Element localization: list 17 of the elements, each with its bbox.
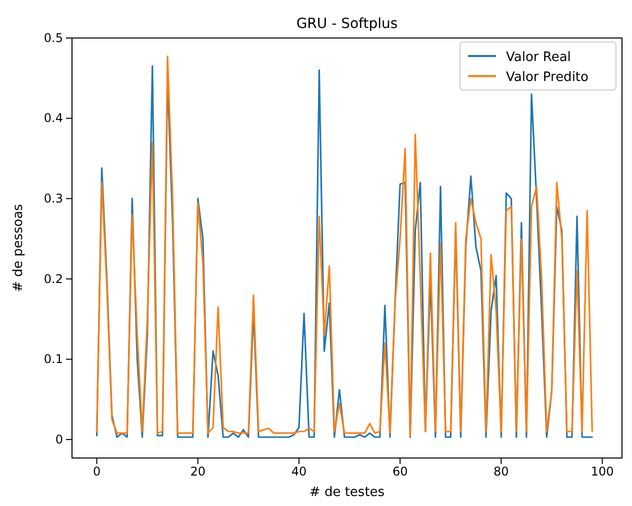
x-tick-label: 60 (392, 464, 408, 479)
y-tick-label: 0.5 (44, 30, 63, 45)
legend-label: Valor Real (506, 50, 571, 65)
x-tick-label: 0 (92, 464, 101, 479)
x-axis-title: # de testes (309, 485, 385, 500)
y-tick-label: 0.1 (44, 352, 63, 366)
x-tick-label: 80 (494, 464, 509, 479)
y-tick-label: 0.2 (44, 272, 63, 286)
x-tick-label: 20 (190, 464, 206, 479)
x-tick-label: 100 (590, 464, 614, 479)
y-tick-label: 0.4 (44, 111, 63, 126)
x-tick-label: 40 (291, 464, 307, 479)
y-axis-title: # de pessoas (11, 204, 26, 292)
legend-label: Valor Predito (506, 70, 589, 85)
chart-title: GRU - Softplus (296, 16, 398, 32)
y-tick-label: 0.3 (44, 191, 63, 206)
y-tick-label: 0 (55, 432, 63, 446)
